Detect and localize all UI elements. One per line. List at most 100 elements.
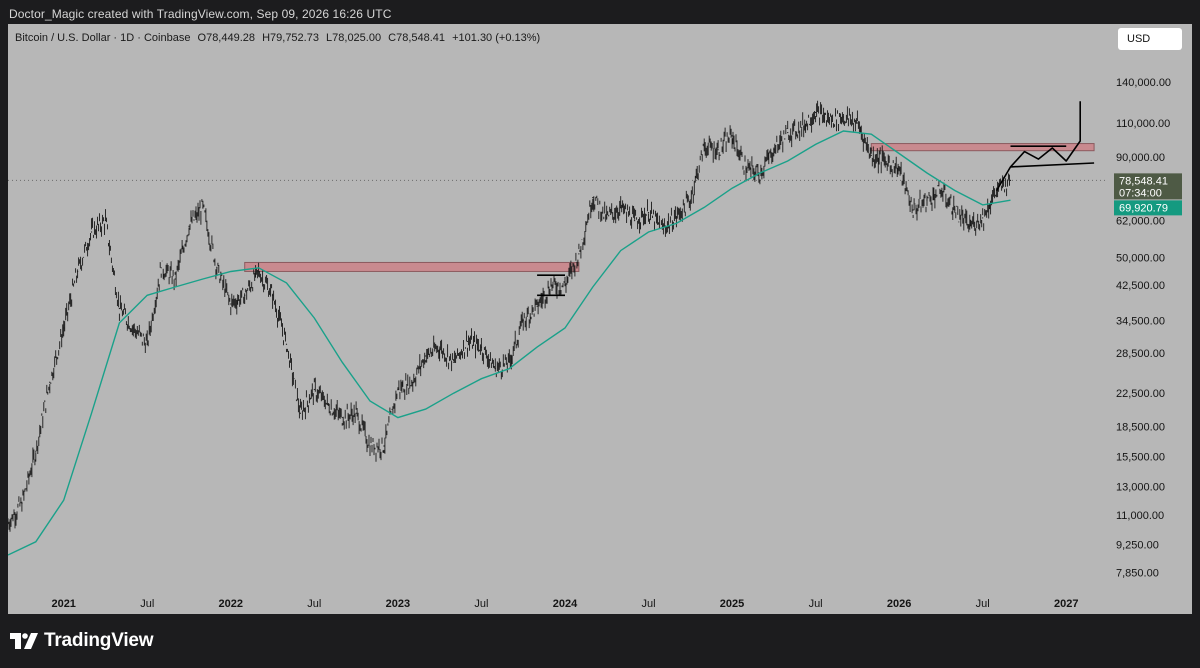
- price-point: [633, 220, 636, 222]
- price-point: [104, 220, 107, 222]
- ohlc-open: O78,449.28: [197, 32, 256, 44]
- price-point: [146, 343, 148, 345]
- time-axis-year-label: 2026: [887, 598, 911, 610]
- price-point: [620, 206, 622, 209]
- price-point: [689, 199, 691, 201]
- time-axis-year-label: 2023: [386, 598, 410, 610]
- price-axis-label: 110,000.00: [1116, 118, 1170, 130]
- price-point: [926, 199, 928, 201]
- time-axis-month-label: Jul: [307, 598, 321, 610]
- price-point: [341, 416, 343, 419]
- tradingview-brand[interactable]: TradingView: [10, 630, 154, 652]
- price-point: [480, 346, 483, 348]
- price-point: [160, 267, 162, 269]
- price-axis-label: 90,000.00: [1116, 152, 1165, 164]
- price-point: [773, 149, 775, 151]
- price-point: [828, 119, 831, 121]
- last-price-tag: [1114, 173, 1182, 200]
- price-axis-label: 34,500.00: [1116, 315, 1165, 327]
- price-point: [856, 122, 858, 124]
- price-point: [717, 149, 719, 151]
- time-axis-year-label: 2022: [219, 598, 243, 610]
- price-point: [647, 211, 650, 214]
- price-point: [814, 111, 817, 114]
- price-point: [118, 307, 120, 310]
- price-point: [299, 412, 302, 414]
- price-point: [411, 381, 413, 383]
- price-point: [801, 127, 803, 129]
- price-point: [578, 253, 580, 255]
- price-axis-label: 13,000.00: [1116, 482, 1165, 494]
- price-point: [35, 450, 37, 452]
- tradingview-logo-icon: [10, 633, 38, 649]
- price-point: [494, 367, 496, 370]
- time-axis-month-label: Jul: [641, 598, 655, 610]
- price-axis-label: 42,500.00: [1116, 280, 1165, 292]
- price-axis-label: 18,500.00: [1116, 422, 1165, 434]
- drawn-line-3: [1010, 162, 1095, 168]
- currency-button[interactable]: USD: [1118, 28, 1182, 50]
- price-point: [550, 284, 552, 286]
- drawn-line-4: [995, 101, 1081, 191]
- price-point: [244, 294, 246, 296]
- price-axis-label: 28,500.00: [1116, 348, 1165, 360]
- ohlc-close: C78,548.41: [388, 32, 446, 44]
- symbol-info-bar: Bitcoin / U.S. Dollar · 1D · Coinbase O7…: [15, 32, 544, 44]
- price-point: [230, 303, 232, 305]
- time-axis-year-label: 2021: [51, 598, 75, 610]
- price-point: [425, 355, 427, 357]
- time-axis-month-label: Jul: [809, 598, 823, 610]
- price-point: [1009, 179, 1012, 181]
- price-point: [940, 189, 942, 192]
- price-point: [258, 270, 260, 273]
- price-axis-label: 7,850.00: [1116, 567, 1159, 579]
- resistance-zone-1: [870, 143, 1095, 152]
- price-point: [522, 319, 524, 322]
- price-point: [564, 284, 566, 286]
- price-point: [77, 270, 79, 273]
- price-axis-label: 140,000.00: [1116, 77, 1171, 89]
- price-point: [383, 445, 385, 447]
- price-point: [271, 294, 274, 296]
- price-point: [898, 168, 900, 170]
- price-point: [954, 209, 956, 211]
- price-point: [188, 225, 190, 227]
- price-point: [63, 327, 65, 329]
- price-point: [285, 343, 288, 345]
- price-point: [90, 231, 93, 233]
- price-point: [870, 154, 872, 156]
- price-point: [968, 225, 970, 227]
- last-price-tag-value: 78,548.41: [1119, 175, 1168, 187]
- price-point: [313, 388, 315, 391]
- price-point: [731, 135, 733, 137]
- chart-panel[interactable]: 140,000.00 110,000.00 90,000.00 62,000.00 50…: [8, 24, 1192, 614]
- price-point: [536, 305, 538, 307]
- price-point: [355, 412, 357, 414]
- price-point: [745, 168, 747, 170]
- price-point: [369, 445, 371, 447]
- time-axis-year-label: 2024: [553, 598, 578, 610]
- price-point: [675, 215, 677, 218]
- price-point: [884, 160, 886, 162]
- ma-price-tag-value: 69,920.79: [1119, 202, 1168, 214]
- moving-average-line: [8, 130, 1011, 556]
- price-point: [606, 217, 608, 219]
- price-axis-label: 11,000.00: [1116, 510, 1164, 522]
- symbol-name[interactable]: Bitcoin / U.S. Dollar · 1D · Coinbase: [15, 32, 191, 44]
- last-price-tag-countdown: 07:34:00: [1119, 187, 1162, 199]
- price-chart[interactable]: 140,000.00 110,000.00 90,000.00 62,000.00 50…: [8, 24, 1192, 614]
- ma-price-tag: [1114, 200, 1182, 216]
- price-point: [327, 404, 329, 406]
- price-point: [508, 361, 510, 363]
- price-candles: [8, 100, 1010, 532]
- price-change: +101.30 (+0.13%): [452, 32, 541, 44]
- price-point: [397, 388, 399, 391]
- time-axis-month-label: Jul: [976, 598, 990, 610]
- price-point: [202, 206, 204, 209]
- brand-name: TradingView: [44, 630, 154, 651]
- ohlc-low: L78,025.00: [326, 32, 382, 44]
- price-axis-label: 50,000.00: [1116, 252, 1165, 264]
- time-axis-year-label: 2027: [1054, 598, 1078, 610]
- price-axis-label: 15,500.00: [1116, 452, 1165, 464]
- ohlc-high: H79,752.73: [262, 32, 319, 44]
